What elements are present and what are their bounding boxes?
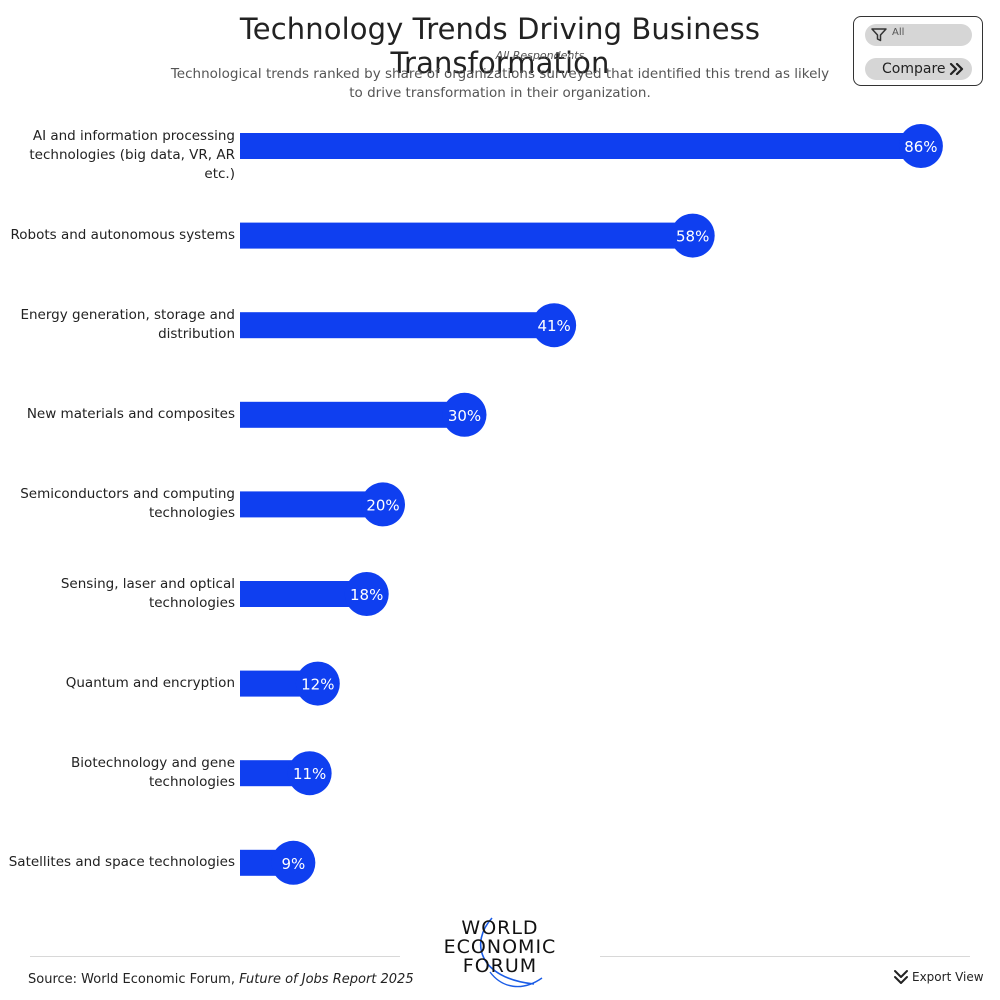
category-label-5-line-0: Sensing, laser and optical (60, 576, 235, 592)
source-prefix: Source: World Economic Forum, (28, 972, 240, 987)
value-label-8: 9% (281, 855, 305, 873)
page-subtitle: Technological trends ranked by share of … (170, 66, 830, 101)
controls-panel: All Compare (853, 16, 983, 86)
bar-end-marker-3[interactable] (442, 392, 487, 437)
category-label-1: Robots and autonomous systems (10, 226, 236, 243)
wef-logo: WORLD ECONOMIC FORUM (430, 912, 570, 994)
compare-label: Compare (882, 61, 946, 77)
value-label-0: 86% (904, 138, 937, 156)
bar-0[interactable] (240, 133, 921, 159)
source-report-title: Future of Jobs Report 2025 (239, 972, 414, 987)
bar-4[interactable] (240, 491, 383, 518)
category-label-5-line-1: technologies (148, 595, 235, 611)
bar-end-marker-4[interactable] (361, 482, 405, 527)
value-label-1: 58% (676, 228, 709, 246)
source-note: Source: World Economic Forum, Future of … (28, 972, 414, 987)
value-label-2: 41% (537, 317, 570, 335)
bar-end-marker-7[interactable] (287, 751, 332, 796)
category-label-4: Semiconductors and computing technologies (0, 485, 235, 523)
filter-value: All (892, 27, 905, 38)
category-label-4-line-1: technologies (148, 505, 235, 522)
page-title: Technology Trends Driving Business Trans… (239, 12, 761, 80)
filter-icon (871, 28, 887, 42)
double-chevron-right-icon (949, 63, 964, 75)
category-label-5: Sensing, laser and optical technologies (0, 575, 235, 613)
category-label-8: Satellites and space technologies (8, 853, 235, 870)
logo-line-2: ECONOMIC (443, 936, 557, 958)
footer-divider-right (600, 956, 970, 957)
bar-2[interactable] (240, 312, 555, 339)
category-label-7-line-1: technologies (148, 774, 235, 791)
respondent-filter-dropdown[interactable]: All (865, 24, 972, 46)
category-label-7: Biotechnology and gene technologies (0, 754, 235, 792)
logo-line-1: WORLD (461, 917, 539, 939)
value-label-5: 18% (350, 586, 383, 604)
category-label-2-line-1: distribution (158, 326, 235, 343)
category-label-0-line-1: technologies (big data, VR, AR etc.) (29, 147, 235, 182)
bar-3[interactable] (240, 401, 465, 428)
category-label-7-line-0: Biotechnology and gene (71, 755, 235, 772)
value-label-3: 30% (448, 407, 481, 425)
category-label-2: Energy generation, storage and distributi… (0, 306, 235, 344)
bar-end-marker-0[interactable] (898, 124, 943, 168)
category-label-4-line-0: Semiconductors and computing (20, 486, 235, 503)
category-label-3: New materials and composites (26, 405, 235, 422)
footer-divider-left (30, 956, 400, 957)
bar-end-marker-1[interactable] (670, 213, 715, 258)
logo-line-3: FORUM (462, 955, 538, 977)
bar-1[interactable] (240, 222, 693, 249)
category-label-2-line-0: Energy generation, storage and (20, 307, 235, 324)
category-label-0: AI and information processing technologie… (0, 127, 235, 184)
compare-button[interactable]: Compare (865, 58, 972, 80)
logo-arc-icon (479, 917, 543, 988)
download-chevron-icon (894, 970, 908, 984)
bar-end-marker-2[interactable] (532, 303, 577, 348)
filter-caption: All Respondents (495, 49, 585, 62)
export-label: Export View (912, 970, 984, 984)
category-label-0-line-0: AI and information processing (32, 128, 235, 144)
value-label-4: 20% (366, 496, 399, 514)
bar-end-marker-6[interactable] (295, 661, 340, 706)
category-label-6: Quantum and encryption (65, 674, 235, 691)
bar-end-marker-8[interactable] (271, 840, 316, 885)
value-label-6: 12% (301, 676, 334, 694)
bar-end-marker-5[interactable] (344, 572, 389, 616)
value-label-7: 11% (293, 765, 326, 783)
